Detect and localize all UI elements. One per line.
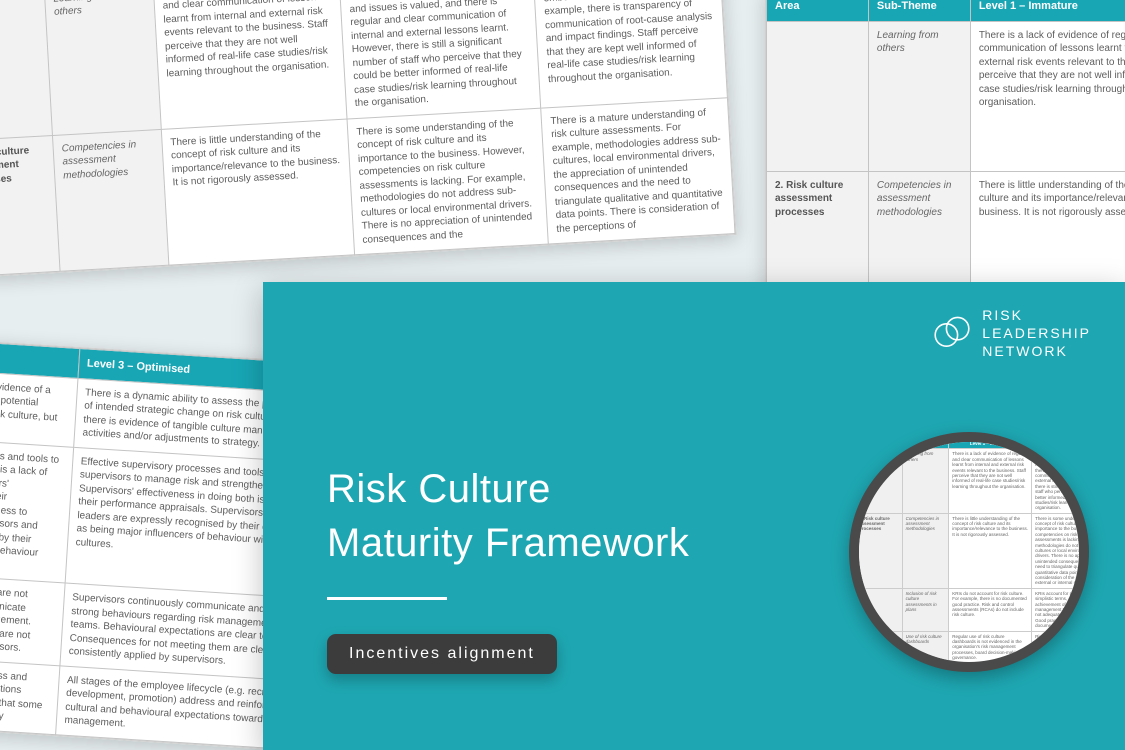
brand-line1: RISK — [982, 306, 1091, 324]
col-l1: Level 1 – Immature — [970, 0, 1125, 21]
table-row: Use of risk culture dashboards Regular u… — [856, 631, 1090, 663]
cell-area — [0, 0, 52, 141]
brand-logo: RISK LEADERSHIP NETWORK — [932, 306, 1091, 361]
table-row: Learning from others There is a lack of … — [856, 449, 1090, 513]
hero-title-line2: Maturity Framework — [327, 521, 689, 565]
cell-sub: Use of risk culture dashboards — [902, 631, 949, 663]
table-row: 2. Risk culture assessment processes Com… — [856, 513, 1090, 588]
cell-sub: Learning from others — [902, 449, 949, 513]
sheet-top-left: Area Sub-Theme Level 1 – Immature Level … — [0, 0, 737, 279]
cell-l2: KRIs account for risk culture in simplis… — [1032, 588, 1089, 631]
col-sub: Sub-Theme — [868, 0, 970, 21]
cell-l1: There is a lack of evidence of regular a… — [949, 449, 1032, 513]
hero-title: Risk Culture Maturity Framework — [327, 462, 689, 570]
lens-table: Sub-Theme Level 1 – Immature Level 2 Lea… — [855, 438, 1089, 663]
maturity-table-b: Area Sub-Theme Level 1 – Immature Level … — [766, 0, 1125, 308]
cell-area — [856, 588, 903, 631]
lens-col-l2: Level 2 — [1032, 439, 1089, 449]
cell-l1: Regular use of risk culture dashboards i… — [949, 631, 1032, 663]
cell-l1: There is little understanding of the con… — [161, 119, 355, 266]
cell-l1: There is little understanding of the con… — [949, 513, 1032, 588]
cell-area — [856, 631, 903, 663]
cell-l3: Learning from internal and external risk… — [533, 0, 728, 108]
rings-icon — [932, 311, 972, 356]
maturity-table-a: Area Sub-Theme Level 1 – Immature Level … — [0, 0, 736, 278]
stage: Area Sub-Theme Level 1 – Immature Level … — [0, 0, 1125, 750]
lens-col-l1: Level 1 – Immature — [949, 439, 1032, 449]
cell-l2: Risk culture dashboards are only demande… — [1032, 631, 1089, 663]
brand-text: RISK LEADERSHIP NETWORK — [982, 306, 1091, 361]
cell-sub: Learning from others — [44, 0, 161, 135]
brand-line3: NETWORK — [982, 342, 1091, 360]
cell-sub: Inclusion of risk culture assessments in… — [902, 588, 949, 631]
cell-area — [767, 21, 869, 171]
col-area: Area — [767, 0, 869, 21]
hero-title-line1: Risk Culture — [327, 467, 551, 511]
hero-divider — [327, 597, 447, 600]
col-l2: Level 2 – Improving — [0, 332, 79, 379]
cell-l2: There is some understanding of the conce… — [1032, 513, 1089, 588]
cell-l2: In some areas of the business there is e… — [1032, 449, 1089, 513]
hero-pill: Incentives alignment — [327, 634, 557, 674]
cell-l1: KRIs do not account for risk culture. Fo… — [949, 588, 1032, 631]
hero-card: RISK LEADERSHIP NETWORK Risk Culture Mat… — [263, 282, 1125, 750]
cell-l1: There is a lack of evidence of regular a… — [970, 21, 1125, 171]
cell-l1: There is a lack of evidence of regular a… — [153, 0, 348, 129]
table-row: Inclusion of risk culture assessments in… — [856, 588, 1090, 631]
cell-sub: Competencies in assessment methodologies — [902, 513, 949, 588]
lens-col-sub: Sub-Theme — [902, 439, 949, 449]
cell-sub: Learning from others — [868, 21, 970, 171]
cell-l2: In some areas of the business there is e… — [339, 0, 541, 119]
sheet-top-right: Area Sub-Theme Level 1 – Immature Level … — [765, 0, 1125, 309]
cell-area: 2. Risk culture assessment processes — [0, 135, 60, 277]
table-row: Learning from others There is a lack of … — [767, 21, 1125, 171]
magnifier-lens: Sub-Theme Level 1 – Immature Level 2 Lea… — [849, 432, 1089, 672]
cell-l2: There is some understanding of the conce… — [347, 108, 549, 255]
cell-l3: There is a mature understanding of risk … — [541, 98, 735, 245]
cell-area: 2. Risk culture assessment processes — [856, 513, 903, 588]
brand-line2: LEADERSHIP — [982, 324, 1091, 342]
lens-col-area — [856, 439, 903, 449]
cell-sub: Competencies in assessment methodologies — [52, 129, 168, 271]
cell-l2: There is evidence of supervisory process… — [0, 430, 73, 583]
cell-area — [856, 449, 903, 513]
